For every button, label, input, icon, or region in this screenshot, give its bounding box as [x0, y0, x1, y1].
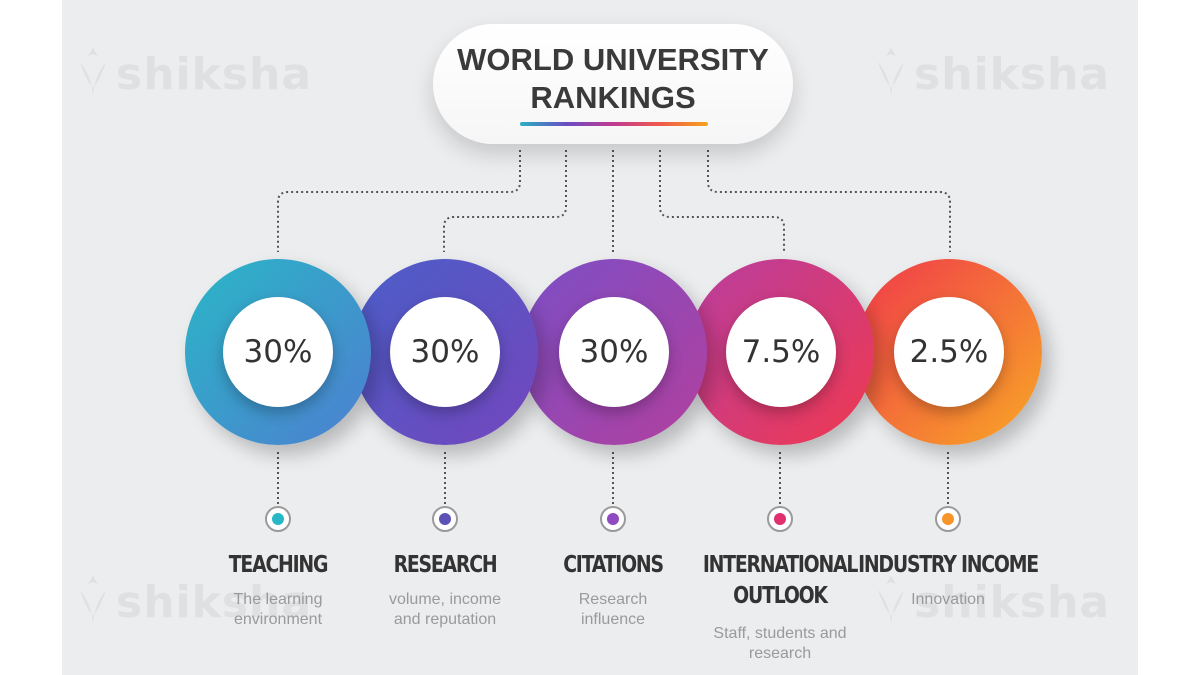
watermark-bottom-left: shiksha	[76, 576, 312, 628]
industry-income-desc: Innovation	[848, 590, 1048, 610]
title-line-2: RANKINGS	[530, 80, 696, 115]
citations-label: CITATIONS	[563, 552, 664, 578]
watermark-bottom-right: shiksha	[874, 576, 1110, 628]
infographic-canvas: shiksha shiksha shiksha shiksha	[62, 0, 1138, 675]
industry-income-percent: 2.5%	[909, 334, 989, 370]
research-label: RESEARCH	[393, 552, 498, 578]
international-outlook-marker	[767, 506, 793, 532]
industry-income-ring: 2.5%	[856, 259, 1042, 445]
citations-marker	[600, 506, 626, 532]
industry-income-marker	[935, 506, 961, 532]
industry-income-percent-circle: 2.5%	[894, 297, 1004, 407]
teaching-label: TEACHING	[228, 552, 329, 578]
teaching-ring: 30%	[185, 259, 371, 445]
citations-desc-line-2: influence	[580, 611, 646, 628]
shiksha-logo-icon	[80, 576, 106, 628]
international-outlook-marker-dot	[774, 513, 786, 525]
dotted-connectors	[277, 150, 951, 504]
citations-ring: 30%	[521, 259, 707, 445]
international-outlook-percent-circle: 7.5%	[726, 297, 836, 407]
citations-marker-dot	[607, 513, 619, 525]
international-outlook-ring: 7.5%	[688, 259, 874, 445]
international-outlook-desc-line-2: research	[748, 645, 812, 662]
title-pill: WORLD UNIVERSITY RANKINGS	[433, 24, 793, 144]
teaching-marker	[265, 506, 291, 532]
title-line-1: WORLD UNIVERSITY	[457, 42, 769, 77]
watermark-text: shiksha	[116, 48, 313, 100]
international-outlook-label: INTERNATIONAL OUTLOOK	[698, 550, 862, 612]
research-desc: volume, income and reputation	[345, 590, 545, 630]
research-percent-circle: 30%	[390, 297, 500, 407]
citations-percent: 30%	[579, 334, 649, 370]
watermark-text: shiksha	[116, 576, 313, 628]
shiksha-logo-icon	[878, 576, 904, 628]
teaching-desc-line-1: The learning	[233, 591, 323, 608]
citations-percent-circle: 30%	[559, 297, 669, 407]
international-outlook-desc-line-1: Staff, students and	[713, 625, 847, 642]
research-marker	[432, 506, 458, 532]
citations-desc: Research influence	[513, 590, 713, 630]
watermark-text: shiksha	[914, 576, 1111, 628]
industry-income-marker-dot	[942, 513, 954, 525]
teaching-percent: 30%	[243, 334, 313, 370]
research-ring: 30%	[352, 259, 538, 445]
watermark-top-left: shiksha	[76, 48, 312, 100]
watermark-top-right: shiksha	[874, 48, 1110, 100]
international-outlook-desc: Staff, students and research	[680, 624, 880, 664]
industry-income-label: INDUSTRY INCOME	[858, 552, 1039, 578]
shiksha-logo-icon	[80, 48, 106, 100]
industry-income-desc-line-1: Innovation	[911, 591, 985, 608]
international-outlook-label-line-1: INTERNATIONAL	[702, 552, 859, 578]
shiksha-logo-icon	[878, 48, 904, 100]
teaching-desc-line-2: environment	[233, 611, 323, 628]
research-desc-line-1: volume, income	[388, 591, 502, 608]
teaching-percent-circle: 30%	[223, 297, 333, 407]
title-underline	[520, 122, 708, 126]
international-outlook-percent: 7.5%	[741, 334, 821, 370]
teaching-desc: The learning environment	[178, 590, 378, 630]
international-outlook-label-line-2: OUTLOOK	[733, 583, 828, 609]
research-percent: 30%	[410, 334, 480, 370]
teaching-marker-dot	[272, 513, 284, 525]
watermark-text: shiksha	[914, 48, 1111, 100]
research-desc-line-2: and reputation	[393, 611, 497, 628]
research-marker-dot	[439, 513, 451, 525]
citations-desc-line-1: Research	[578, 591, 648, 608]
